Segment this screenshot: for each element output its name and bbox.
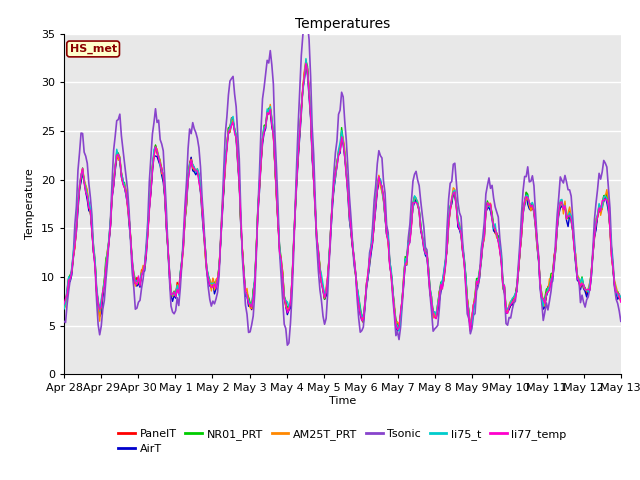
Legend: PanelT, AirT, NR01_PRT, AM25T_PRT, Tsonic, li75_t, li77_temp: PanelT, AirT, NR01_PRT, AM25T_PRT, Tsoni…	[114, 424, 571, 459]
Text: HS_met: HS_met	[70, 44, 116, 54]
Title: Temperatures: Temperatures	[295, 17, 390, 31]
Y-axis label: Temperature: Temperature	[26, 168, 35, 240]
X-axis label: Time: Time	[329, 396, 356, 406]
